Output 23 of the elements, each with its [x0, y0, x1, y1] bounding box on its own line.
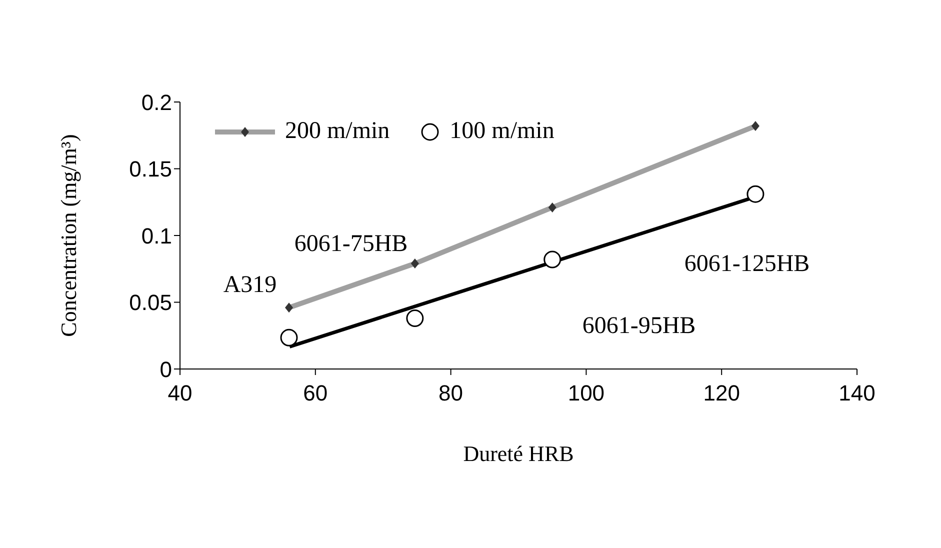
point — [544, 250, 562, 268]
y-tick-label: 0.1 — [141, 223, 172, 248]
point — [280, 328, 298, 346]
y-tick-label: 0.05 — [129, 290, 172, 316]
annotation: A319 — [223, 272, 277, 298]
annotation: 6061-95HB — [582, 313, 696, 339]
legend-label: 200 m/min — [285, 118, 390, 145]
x-tick-label: 80 — [438, 380, 464, 406]
point — [746, 185, 764, 203]
x-tick-label: 60 — [303, 380, 328, 406]
y-tick-label: 0.2 — [141, 90, 172, 115]
x-axis-title: Dureté HRB — [463, 441, 574, 466]
legend-label: 100 m/min — [450, 118, 554, 145]
x-tick-label: 120 — [703, 380, 740, 406]
y-axis-title: Concentration (mg/m³) — [56, 134, 81, 337]
x-tick-label: 140 — [838, 380, 876, 406]
y-tick-label: 0 — [160, 356, 172, 382]
x-tick-label: 100 — [568, 380, 605, 406]
x-tick-label: 40 — [168, 380, 192, 406]
y-tick-label: 0.15 — [129, 156, 172, 182]
annotation: 6061-125HB — [684, 251, 810, 277]
point — [406, 310, 424, 328]
annotation: 6061-75HB — [294, 231, 408, 257]
